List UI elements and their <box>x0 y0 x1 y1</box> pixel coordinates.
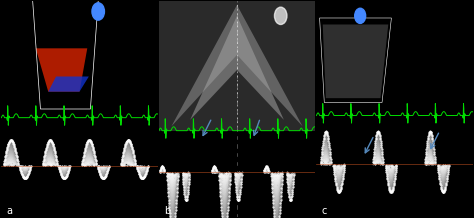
Circle shape <box>274 7 287 24</box>
Text: c: c <box>321 206 327 216</box>
Circle shape <box>355 8 365 23</box>
Polygon shape <box>190 16 284 120</box>
Polygon shape <box>48 77 89 92</box>
Circle shape <box>92 3 104 20</box>
Polygon shape <box>36 48 87 92</box>
Text: b: b <box>164 206 170 216</box>
Text: a: a <box>6 206 12 216</box>
Polygon shape <box>172 5 302 126</box>
Bar <box>159 1 315 131</box>
Polygon shape <box>323 24 388 98</box>
